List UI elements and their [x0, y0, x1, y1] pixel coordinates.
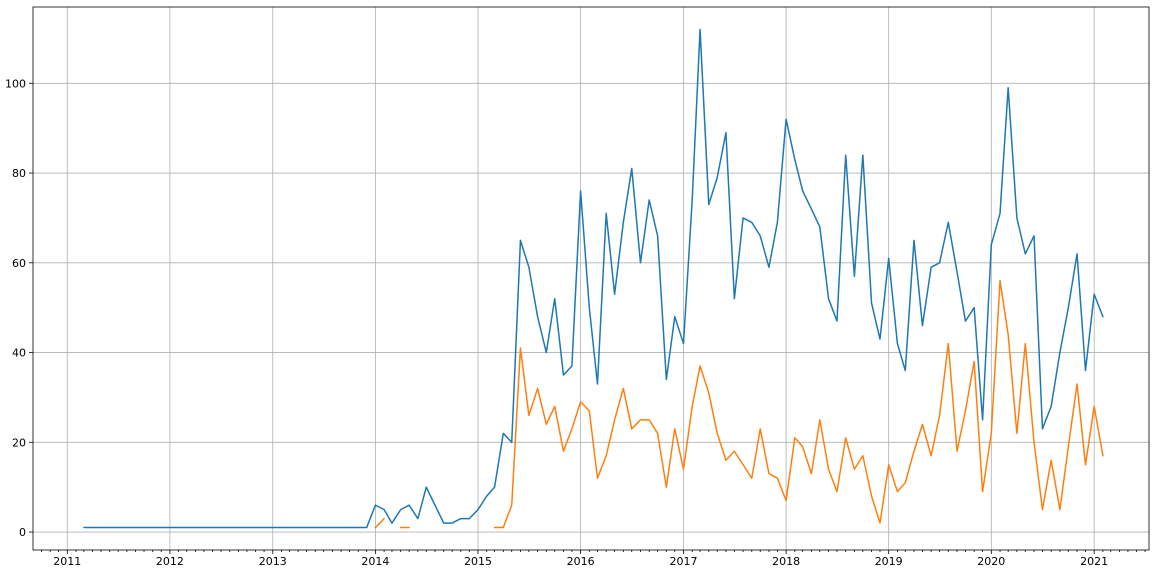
series-line-2 [374, 279, 1104, 529]
x-tick-label: 2015 [464, 555, 492, 568]
y-tick-label: 20 [12, 436, 26, 449]
x-tick-label: 2011 [53, 555, 81, 568]
y-tick-label: 60 [12, 257, 26, 270]
x-tick-label: 2020 [977, 555, 1005, 568]
plot-area-frame [32, 6, 1150, 551]
y-tick-label: 0 [19, 526, 26, 539]
x-tick-label: 2014 [361, 555, 389, 568]
tick-label-layer: 2011 2012 2013 2014 2015 2016 2017 2018 2019 2020… [5, 77, 1108, 568]
x-tick-label: 2019 [875, 555, 903, 568]
x-tick-label: 2016 [567, 555, 595, 568]
grid-layer [33, 7, 1149, 550]
x-tick-label: 2013 [259, 555, 287, 568]
tick-layer [29, 82, 1146, 554]
y-tick-label: 100 [5, 77, 26, 90]
series-line-1 [83, 28, 1104, 529]
x-tick-label: 2021 [1080, 555, 1108, 568]
x-tick-label: 2012 [156, 555, 184, 568]
x-tick-label: 2018 [772, 555, 800, 568]
series-layer [83, 28, 1104, 529]
x-tick-label: 2017 [669, 555, 697, 568]
y-tick-label: 80 [12, 167, 26, 180]
y-tick-label: 40 [12, 347, 26, 360]
